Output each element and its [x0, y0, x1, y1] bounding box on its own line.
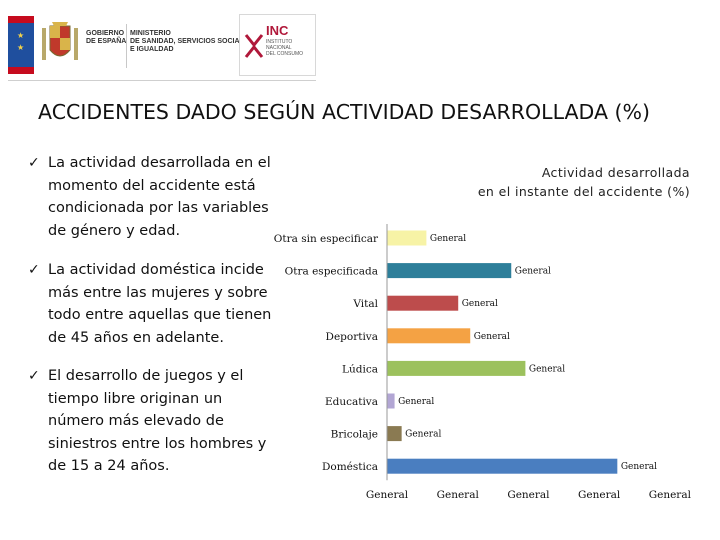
check-icon: ✓: [28, 368, 40, 384]
bullet-text: La actividad doméstica incide más entre …: [48, 262, 272, 346]
inc-subtitle: INSTITUTO NACIONAL DEL CONSUMO: [266, 39, 304, 57]
inc-name: INC: [266, 23, 289, 38]
bar-1: [387, 263, 512, 279]
chart-title: Actividad desarrollada en el instante de…: [440, 163, 690, 201]
value-label: General: [515, 267, 551, 277]
bar-2: [387, 295, 459, 311]
slide-title: ACCIDENTES DADO SEGÚN ACTIVIDAD DESARROL…: [38, 100, 650, 124]
bullet-text: La actividad desarrollada en el momento …: [48, 155, 271, 239]
value-label: General: [529, 364, 565, 374]
category-label: Educativa: [325, 396, 378, 408]
x-tick-label: General: [366, 489, 409, 501]
chart-title-line: Actividad desarrollada: [541, 165, 690, 180]
category-label: Vital: [352, 298, 378, 310]
check-icon: ✓: [28, 155, 40, 171]
coat-of-arms-icon: [42, 22, 78, 60]
bar-6: [387, 426, 402, 442]
x-tick-label: General: [437, 489, 480, 501]
category-label: Bricolaje: [331, 429, 378, 441]
bar-3: [387, 328, 471, 344]
bar-5: [387, 393, 395, 409]
gov-label: GOBIERNO DE ESPAÑA: [86, 30, 127, 45]
category-label: Deportiva: [326, 331, 378, 343]
bar-0: [387, 230, 427, 246]
bullet-item: ✓ La actividad desarrollada en el moment…: [28, 152, 280, 242]
category-label: Otra especificada: [285, 266, 378, 278]
value-label: General: [405, 430, 441, 440]
value-label: General: [462, 299, 498, 309]
spain-flag-icon: ★ ★: [8, 16, 34, 74]
bullet-item: ✓ El desarrollo de juegos y el tiempo li…: [28, 365, 280, 478]
header-banner: ★ ★ GOBIERNO DE ESPAÑA MINISTERIO DE SAN…: [8, 14, 316, 81]
check-icon: ✓: [28, 262, 40, 278]
value-label: General: [621, 462, 657, 472]
header-divider: [126, 24, 127, 68]
inc-mark-icon: [244, 34, 264, 58]
x-tick-label: General: [507, 489, 550, 501]
value-label: General: [398, 397, 434, 407]
category-label: Lúdica: [342, 363, 378, 375]
x-tick-label: General: [578, 489, 621, 501]
chart-title-line: en el instante del accidente (%): [477, 184, 690, 199]
category-label: Otra sin especificar: [274, 233, 379, 245]
header-underline: [8, 80, 316, 81]
ministry-label: MINISTERIO DE SANIDAD, SERVICIOS SOCIALE…: [130, 30, 254, 53]
category-label: Doméstica: [322, 461, 378, 473]
bullet-item: ✓ La actividad doméstica incide más entr…: [28, 259, 280, 349]
inc-logo: INC INSTITUTO NACIONAL DEL CONSUMO: [239, 14, 316, 76]
x-tick-label: General: [649, 489, 692, 501]
value-label: General: [474, 332, 510, 342]
bar-7: [387, 458, 618, 474]
bullet-text: El desarrollo de juegos y el tiempo libr…: [48, 368, 267, 474]
value-label: General: [430, 234, 466, 244]
bar-4: [387, 360, 526, 376]
